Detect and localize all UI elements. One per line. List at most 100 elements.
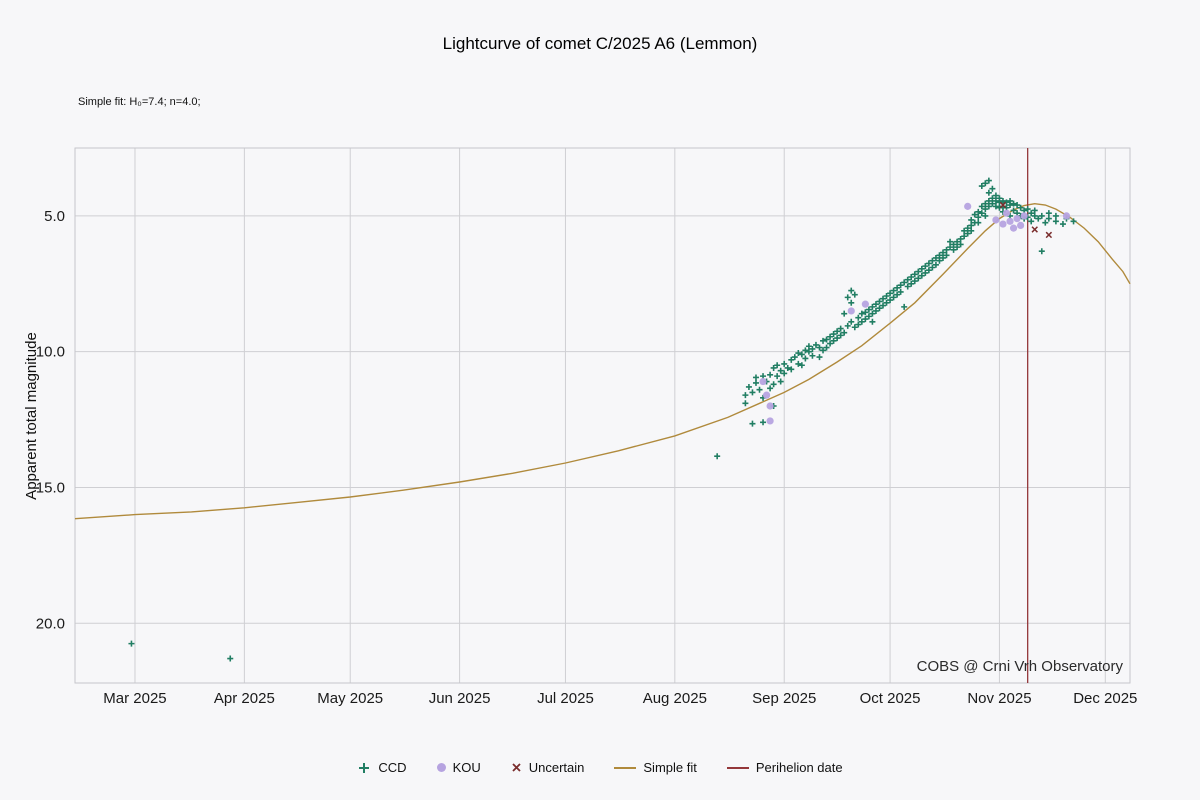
ccd-observation-marker <box>1031 212 1038 219</box>
ccd-observation-marker <box>978 203 985 210</box>
legend-item-ccd: CCD <box>357 760 407 775</box>
ccd-observation-marker <box>985 177 992 184</box>
legend-item-uncertain: Uncertain <box>511 760 584 775</box>
ccd-observation-marker <box>911 278 918 285</box>
ccd-observation-marker <box>774 362 781 369</box>
ccd-observation-marker <box>834 328 841 335</box>
legend-item-perihelion: Perihelion date <box>726 760 843 775</box>
ccd-observation-marker <box>770 364 777 371</box>
ccd-observation-marker <box>929 257 936 264</box>
x-tick-label: Mar 2025 <box>103 690 166 707</box>
ccd-observation-marker <box>128 640 135 647</box>
ccd-observation-marker <box>1031 207 1038 214</box>
ccd-observation-marker <box>968 222 975 229</box>
ccd-observation-marker <box>890 287 897 294</box>
ccd-observation-marker <box>798 362 805 369</box>
ccd-observation-marker <box>767 385 774 392</box>
ccd-observation-marker <box>999 197 1006 204</box>
ccd-observation-marker <box>947 238 954 245</box>
ccd-observation-marker <box>809 352 816 359</box>
ccd-observation-marker <box>834 335 841 342</box>
ccd-observation-marker <box>971 211 978 218</box>
ccd-observation-marker <box>961 233 968 240</box>
ccd-observation-marker <box>805 343 812 350</box>
ccd-observation-marker <box>777 367 784 374</box>
kou-observation-marker <box>964 202 972 210</box>
ccd-observation-marker <box>908 280 915 287</box>
simple-fit-curve <box>74 202 1131 520</box>
ccd-observation-marker <box>837 332 844 339</box>
ccd-observation-marker <box>752 374 759 381</box>
ccd-observation-marker <box>1014 202 1021 209</box>
ccd-observation-marker <box>858 310 865 317</box>
ccd-observation-marker <box>816 354 823 361</box>
ccd-observation-marker <box>851 324 858 331</box>
ccd-observation-marker <box>936 252 943 259</box>
legend-item-kou: KOU <box>436 760 481 775</box>
ccd-observation-marker <box>1045 215 1052 222</box>
ccd-observation-marker <box>992 192 999 199</box>
observatory-watermark: COBS @ Crni Vrh Observatory <box>917 658 1124 675</box>
ccd-observation-marker <box>880 302 887 309</box>
ccd-observation-marker <box>883 293 890 300</box>
ccd-observation-marker <box>788 356 795 363</box>
ccd-observation-marker <box>932 254 939 261</box>
ccd-observation-marker <box>865 306 872 313</box>
ccd-observation-marker <box>876 305 883 312</box>
ccd-observation-marker <box>1038 248 1045 255</box>
ccd-observation-marker <box>855 321 862 328</box>
ccd-observation-marker <box>918 272 925 279</box>
kou-observation-marker <box>1017 221 1025 229</box>
ccd-observation-marker <box>922 263 929 270</box>
ccd-observation-marker <box>929 264 936 271</box>
ccd-observation-marker <box>982 200 989 207</box>
ccd-observation-marker <box>844 322 851 329</box>
ccd-observation-marker <box>904 283 911 290</box>
plot-border <box>74 147 1131 684</box>
ccd-observation-marker <box>932 261 939 268</box>
ccd-observation-marker <box>827 333 834 340</box>
ccd-observation-marker <box>982 180 989 187</box>
ccd-observation-marker <box>1007 202 1014 209</box>
ccd-observation-marker <box>862 316 869 323</box>
uncertain-x-icon <box>512 763 521 772</box>
ccd-observation-marker <box>964 230 971 237</box>
ccd-observation-marker <box>777 378 784 385</box>
uncertain-observation-marker <box>1031 226 1038 233</box>
ccd-observation-marker <box>869 318 876 325</box>
x-tick-label: Sep 2025 <box>752 690 816 707</box>
x-tick-label: Jul 2025 <box>537 690 594 707</box>
ccd-observation-marker <box>742 392 749 399</box>
simple-fit-line-icon <box>614 766 637 769</box>
ccd-observation-marker <box>848 287 855 294</box>
ccd-observation-marker <box>985 203 992 210</box>
ccd-observation-marker <box>957 241 964 248</box>
kou-dot-icon <box>436 763 446 772</box>
ccd-observation-marker <box>756 386 763 393</box>
chart-legend: CCD KOU Uncertain Simple fit Perihelion … <box>0 760 1200 775</box>
legend-label-ccd: CCD <box>378 760 407 775</box>
x-tick-label: Apr 2025 <box>214 690 275 707</box>
ccd-observation-marker <box>1059 221 1066 228</box>
kou-observation-marker <box>1009 224 1018 232</box>
ccd-observation-marker <box>992 197 999 204</box>
ccd-observation-marker <box>908 273 915 280</box>
ccd-observation-marker <box>982 206 989 213</box>
ccd-observation-marker <box>876 298 883 305</box>
ccd-observation-marker <box>1042 219 1049 226</box>
x-tick-label: Oct 2025 <box>860 690 921 707</box>
legend-label-kou: KOU <box>452 760 481 775</box>
ccd-observation-marker <box>841 310 848 317</box>
kou-observation-marker <box>1062 212 1071 220</box>
x-tick-label: Nov 2025 <box>967 690 1031 707</box>
ccd-observation-marker <box>802 355 809 362</box>
ccd-observation-marker <box>897 282 904 289</box>
perihelion-line-icon <box>726 766 749 769</box>
ccd-observation-marker <box>809 345 816 352</box>
ccd-observation-marker <box>954 238 961 245</box>
ccd-observation-marker <box>227 655 234 662</box>
ccd-observation-marker <box>911 271 918 278</box>
ccd-observation-marker <box>858 318 865 325</box>
ccd-observation-marker <box>887 297 894 304</box>
ccd-observation-marker <box>823 336 830 343</box>
